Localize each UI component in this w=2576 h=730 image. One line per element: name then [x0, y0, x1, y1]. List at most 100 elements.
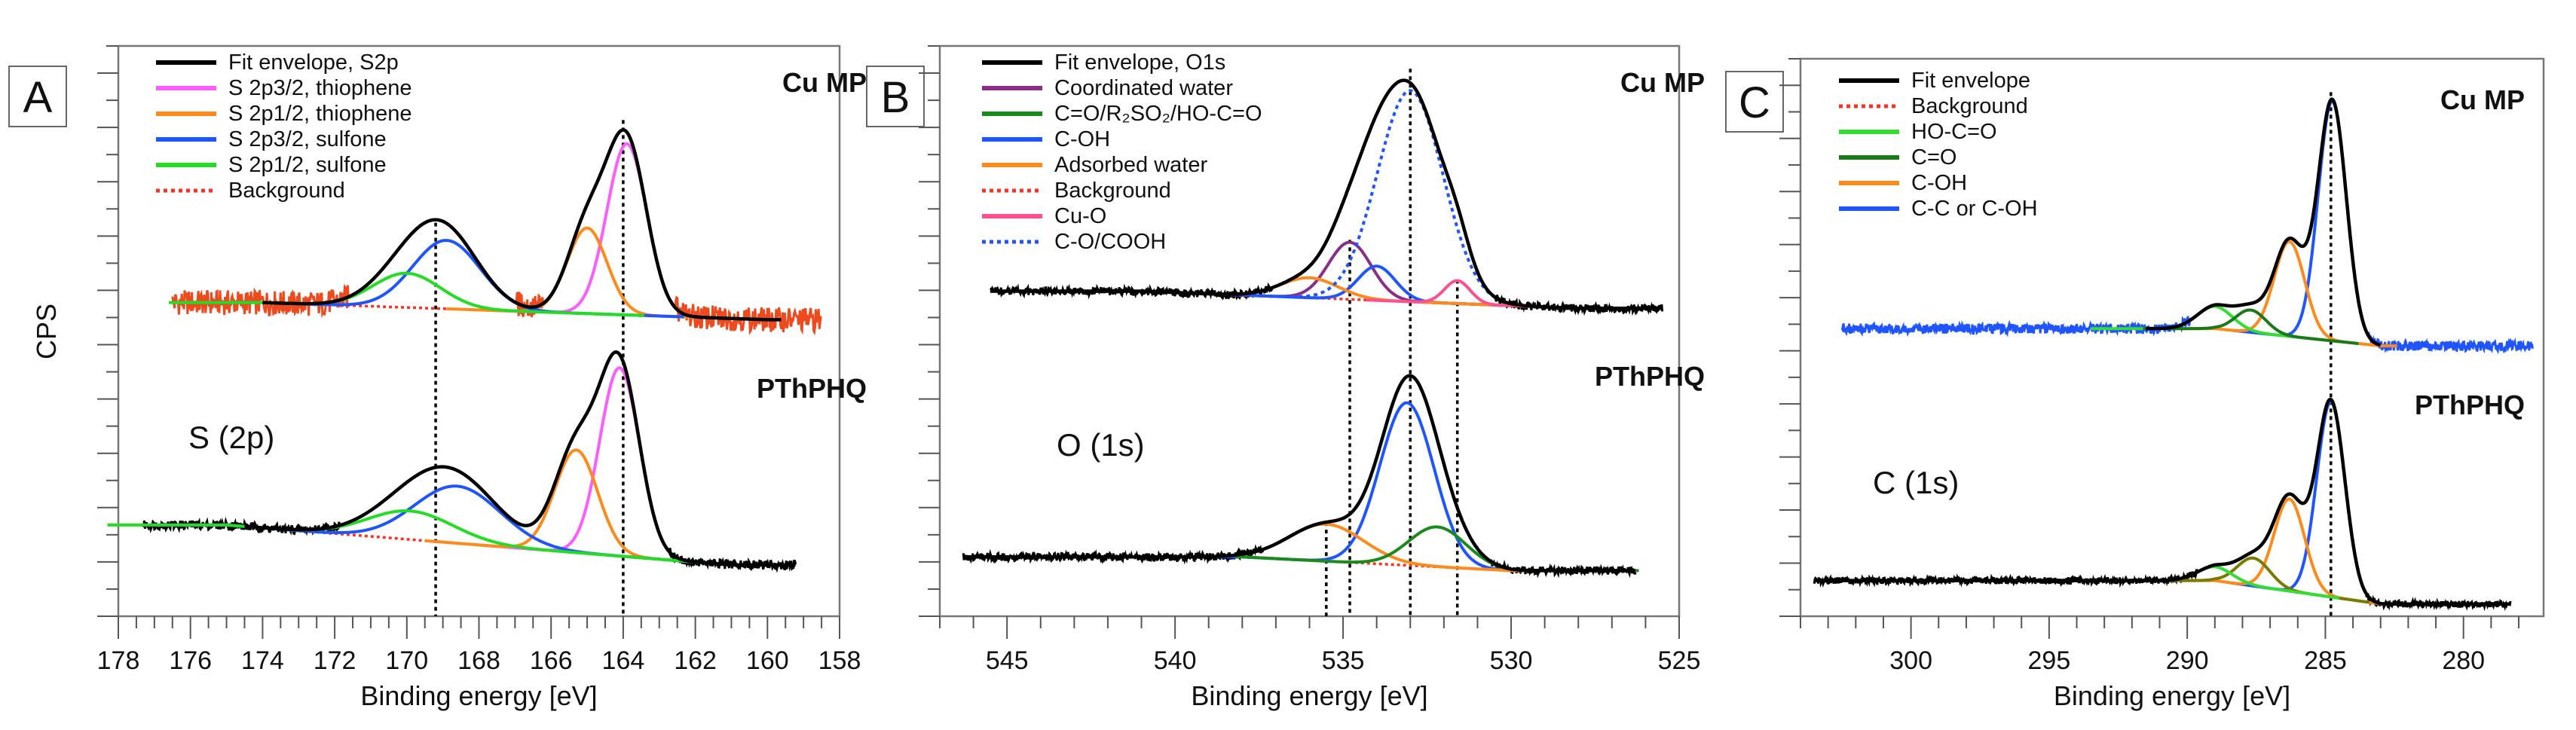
legend-item: S 2p3/2, thiophene [156, 76, 411, 100]
component-s-2p1-2-thiophene [424, 448, 727, 567]
y-axis-ticks [97, 45, 118, 617]
x-tick-label: 290 [2166, 646, 2209, 675]
legend-item: S 2p1/2, thiophene [156, 102, 411, 126]
x-tick-label: 280 [2442, 646, 2485, 675]
legend-item: Fit envelope [1839, 69, 2030, 93]
fit-envelope-line [990, 78, 1663, 310]
x-axis-title: Binding energy [eV] [2054, 680, 2290, 711]
legend-item: Coordinated water [982, 76, 1233, 100]
x-tick-label: 545 [986, 646, 1029, 675]
legend-label: C=O [1911, 145, 1956, 170]
sample-cu-mp: Cu MP [989, 67, 1705, 316]
legend: Fit envelope, O1s Coordinated waterC=O/R… [982, 50, 1262, 254]
sample-pthphq: PThPHQ [962, 361, 1705, 579]
legend-label: Background [1054, 179, 1171, 203]
sample-cu-mp: Cu MP [169, 67, 867, 336]
legend-label: C-OH [1054, 127, 1110, 151]
plot-frame [938, 44, 1681, 618]
panel-label-box [8, 66, 67, 127]
sample-pthphq: PThPHQ [1813, 389, 2525, 612]
legend-label: S 2p3/2, sulfone [228, 127, 387, 151]
x-tick-label: 168 [457, 646, 500, 675]
x-axis-ticks [1800, 616, 2520, 639]
panel-label: C [1739, 78, 1770, 127]
x-tick-label: 178 [97, 646, 140, 675]
legend-item: Fit envelope, S2p [156, 50, 399, 75]
panel-b: B 545 540 535 530 525 Binding energy [eV] Cu MP… [866, 44, 1705, 711]
component-c-oh [2181, 240, 2397, 348]
x-tick-label: 530 [1490, 646, 1533, 675]
x-tick-label: 525 [1658, 646, 1701, 675]
region-label: O (1s) [1057, 427, 1145, 463]
legend-item: C-OH [1839, 171, 1967, 195]
x-tick-label: 158 [818, 646, 861, 675]
legend-label: S 2p1/2, thiophene [228, 102, 411, 126]
legend-item: Fit envelope, O1s [982, 50, 1225, 75]
sample-pthphq: PThPHQ [107, 350, 867, 573]
sample-label: Cu MP [1620, 67, 1705, 98]
x-tick-label: 160 [746, 646, 789, 675]
raw-data-line [142, 350, 797, 573]
legend-label: Fit envelope, O1s [1054, 50, 1225, 75]
legend-item: Background [1839, 94, 2028, 118]
component-s-2p3-2-thiophene [479, 366, 760, 567]
y-axis-title: CPS [31, 304, 62, 359]
component-s-2p1-2-sulfone [169, 271, 644, 317]
legend-label: C-O/COOH [1054, 230, 1166, 254]
region-label: S (2p) [188, 420, 274, 455]
x-tick-label: 166 [530, 646, 573, 675]
panel-label: B [881, 73, 910, 122]
legend-label: Fit envelope, S2p [228, 50, 399, 75]
panel-a: A 178 176 174 172 170 168 166 164 162 160 158 Bindin… [8, 44, 867, 711]
x-axis-ticks [939, 616, 1680, 639]
component-c-c-or-c-oh [2232, 99, 2432, 348]
legend-label: Background [228, 179, 345, 203]
legend-item: C-O/COOH [982, 230, 1166, 254]
sample-label: PThPHQ [1595, 361, 1705, 392]
x-tick-label: 162 [674, 646, 717, 675]
component-c-o-cooh [1178, 89, 1642, 310]
fit-envelope-line [2146, 97, 2382, 347]
legend-label: C-C or C-OH [1911, 197, 2038, 221]
fit-envelope-line [244, 350, 796, 567]
legend-label: S 2p1/2, sulfone [228, 153, 387, 177]
legend-item: C=O [1839, 145, 1956, 170]
legend-item: C=O/R₂SO₂/HO-C=O [982, 102, 1262, 126]
plot-frame [117, 44, 841, 618]
raw-data-line [1813, 398, 2512, 612]
legend-label: C-OH [1911, 171, 1967, 195]
legend-item: Background [982, 179, 1171, 203]
sample-label: PThPHQ [2415, 389, 2525, 420]
sample-label: Cu MP [2440, 84, 2525, 115]
x-axis-ticks [118, 616, 840, 639]
x-tick-label: 174 [241, 646, 284, 675]
legend-label: Adsorbed water [1054, 153, 1207, 177]
x-tick-label: 535 [1322, 646, 1365, 675]
sample-label: Cu MP [782, 67, 867, 98]
legend-item: S 2p3/2, sulfone [156, 127, 387, 151]
legend-label: HO-C=O [1911, 120, 1997, 144]
x-tick-label: 176 [169, 646, 212, 675]
panel-label-box [866, 66, 925, 127]
legend-item: Background [156, 179, 345, 203]
legend-item: Cu-O [982, 204, 1106, 228]
legend-label: C=O/R₂SO₂/HO-C=O [1054, 102, 1262, 126]
component-s-2p1-2-sulfone [107, 509, 713, 565]
raw-data-line [962, 374, 1637, 579]
legend-item: C-C or C-OH [1839, 197, 2038, 221]
legend-item: S 2p1/2, sulfone [156, 153, 387, 177]
x-tick-label: 164 [602, 646, 645, 675]
fit-envelope-line [1814, 397, 2510, 606]
x-tick-label: 540 [1154, 646, 1197, 675]
sample-label: PThPHQ [757, 373, 867, 404]
component-c-o [2143, 308, 2359, 345]
legend-label: Background [1911, 94, 2028, 118]
x-axis-title: Binding energy [eV] [1191, 680, 1427, 711]
fit-envelope-line [963, 374, 1635, 573]
sample-cu-mp: Cu MP [1840, 84, 2534, 355]
panel-c: C 300 295 290 285 280 Binding energy [eV] Cu MP… [1725, 57, 2545, 711]
y-axis-ticks [1779, 58, 1800, 617]
